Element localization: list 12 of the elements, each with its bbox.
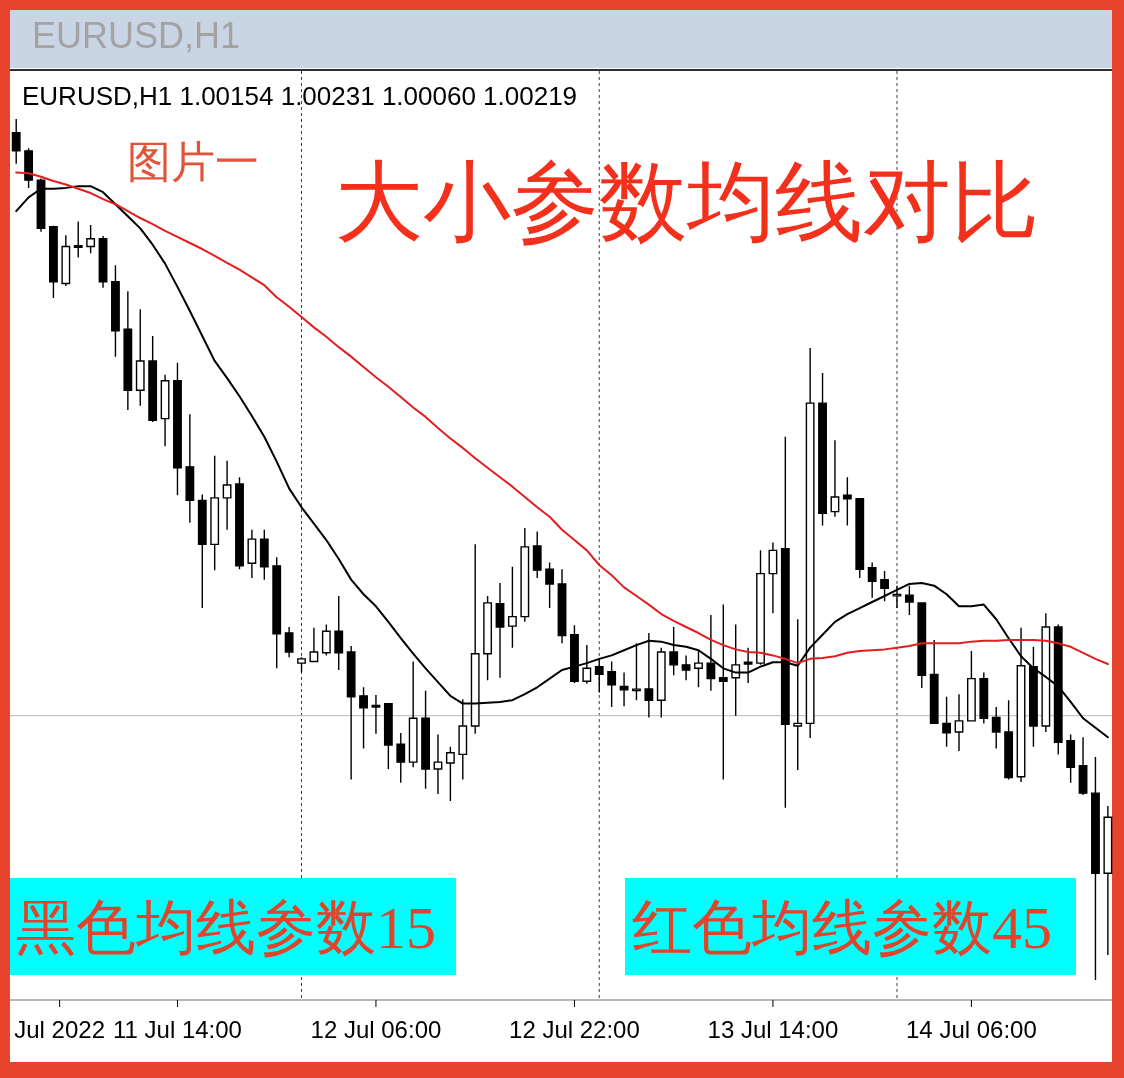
x-tick-label: 14 Jul 06:00 [906,1016,1037,1043]
annotation: 黑色均线参数15 [16,895,436,961]
x-tick-label: 12 Jul 22:00 [509,1016,640,1043]
x-tick-label: 13 Jul 14:00 [707,1016,839,1043]
chart-title: 大小参数均线对比 [335,152,1039,251]
annotation: 红色均线参数45 [632,895,1052,961]
x-tick-label: 12 Jul 06:00 [310,1016,442,1043]
chart-subtitle: 图片一 [127,137,259,186]
x-tick-label: Jul 2022 [14,1016,105,1043]
text: EURUSD,H1 [32,15,241,56]
x-tick-label: 11 Jul 14:00 [112,1016,242,1043]
text: EURUSD,H1 1.00154 1.00231 1.00060 1.00219 [22,81,578,111]
